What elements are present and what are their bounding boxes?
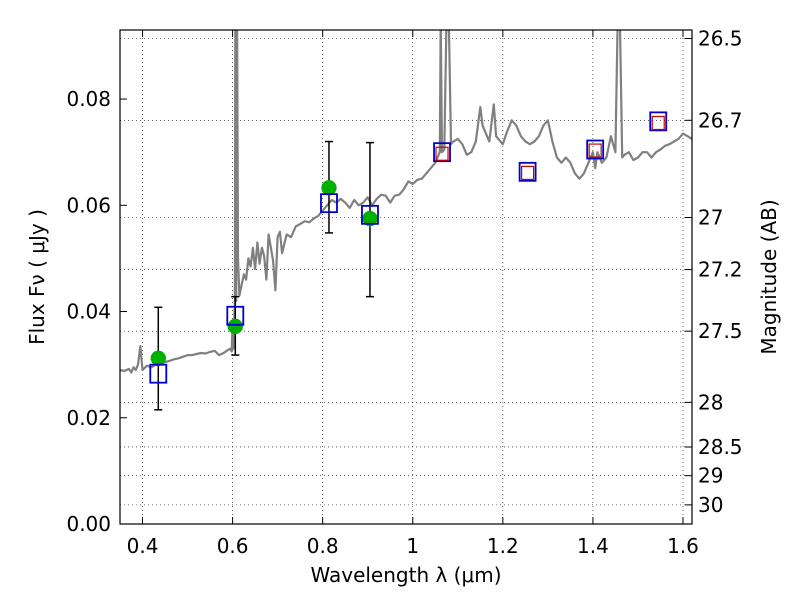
x-tick-label: 0.4	[127, 534, 159, 558]
y2-tick-label: 27.5	[698, 319, 743, 343]
y-tick-label: 0.08	[66, 87, 111, 111]
model-flux-square	[586, 139, 605, 160]
grid-lines	[120, 30, 692, 524]
x-axis-label: Wavelength λ (μm)	[310, 563, 501, 587]
x-tick-label: 1.2	[487, 534, 519, 558]
model-flux-square-small	[435, 146, 449, 161]
y-tick-label: 0.04	[66, 300, 111, 324]
model-flux-square	[320, 193, 338, 214]
y2-tick-label: 28.5	[698, 435, 743, 459]
y2-axis-label: Magnitude (AB)	[757, 199, 781, 354]
x-tick-label: 0.6	[217, 534, 249, 558]
observed-flux-point	[321, 180, 337, 196]
y2-tick-label: 26.5	[698, 26, 743, 50]
model-flux-square	[518, 161, 537, 182]
spectrum-line	[120, 30, 692, 374]
y2-tick-label: 28	[698, 390, 723, 414]
y-tick-label: 0.02	[66, 406, 111, 430]
model-flux-square	[649, 111, 668, 132]
ticks: 0.4 0.6 0.8 1 1.2 1.4 1.6 0.00 0.02 0.04 0.06 0.08 2…	[66, 26, 742, 558]
series-group	[120, 30, 692, 411]
x-tick-label: 1	[406, 534, 419, 558]
model-flux-square	[226, 305, 245, 326]
model-flux-square-small	[521, 165, 535, 180]
y2-tick-label: 30	[698, 493, 723, 517]
y2-tick-label: 27	[698, 206, 723, 230]
axes	[119, 29, 693, 525]
y-tick-label: 0.06	[66, 193, 111, 217]
plot-area	[120, 30, 692, 411]
x-tick-label: 0.8	[307, 534, 339, 558]
y-axis-label: Flux Fν ( μJy )	[25, 209, 49, 345]
y-tick-label: 0.00	[66, 512, 111, 536]
observed-flux-point	[150, 350, 167, 367]
model-flux-square	[361, 204, 379, 225]
model-flux-square	[433, 142, 451, 163]
model-flux-square	[149, 363, 168, 384]
x-tick-label: 1.6	[667, 534, 699, 558]
y2-tick-label: 29	[698, 464, 723, 488]
model-flux-square-small	[588, 143, 602, 158]
y2-tick-label: 26.7	[698, 108, 743, 132]
observed-flux-point	[227, 318, 244, 335]
x-tick-label: 1.4	[577, 534, 609, 558]
model-flux-square-small	[651, 115, 665, 131]
plot-frame	[119, 29, 693, 525]
y2-tick-label: 27.2	[698, 258, 743, 282]
